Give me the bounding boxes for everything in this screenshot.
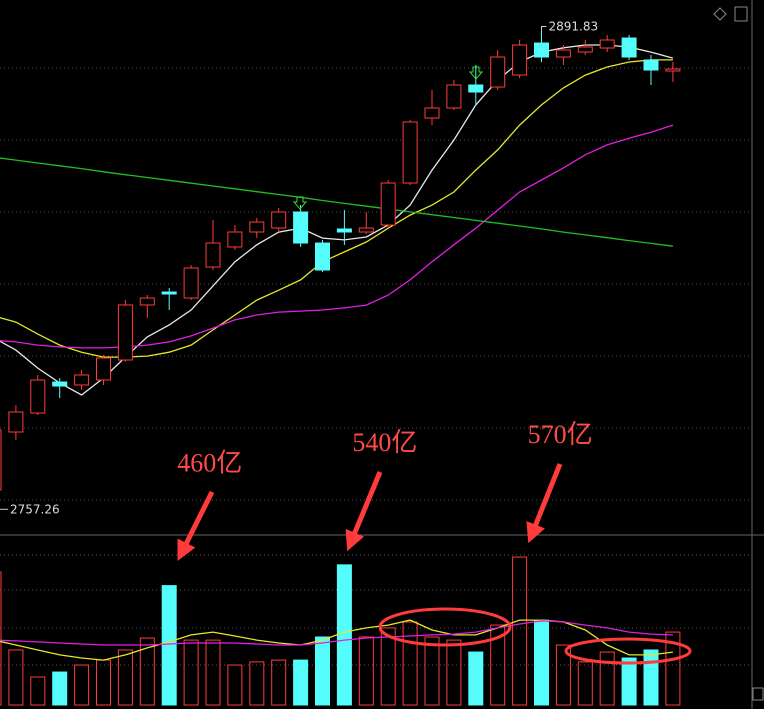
candle-body <box>577 46 593 53</box>
volume-bar <box>96 659 111 706</box>
volume-bar <box>139 637 155 706</box>
candle-body <box>0 429 2 491</box>
volume-bar <box>468 651 484 706</box>
plot: 2891.83 2757.26 460亿 540亿 570亿 <box>0 19 681 706</box>
candle-body <box>30 379 46 414</box>
volume-bar <box>534 619 549 706</box>
candle-body <box>446 84 462 109</box>
candle-body <box>315 242 330 271</box>
highlight-ellipse <box>378 607 512 647</box>
candle-body <box>271 211 287 229</box>
ma-line <box>0 157 673 247</box>
candle-body <box>205 242 221 268</box>
candle-body <box>183 267 199 299</box>
candle-body <box>402 121 418 184</box>
ma-line <box>0 44 674 396</box>
volume-bar <box>555 644 571 706</box>
low-label: 2757.26 <box>10 502 60 516</box>
volume-bar <box>205 639 221 706</box>
annotations <box>177 66 692 665</box>
volume-bar <box>599 651 615 706</box>
volume-bar <box>0 571 2 706</box>
volume-bar <box>665 631 681 706</box>
signal-arrow <box>468 66 484 80</box>
candle-body <box>139 297 155 306</box>
ma-line <box>0 124 674 349</box>
volume-bar <box>621 657 637 706</box>
volume-bar <box>643 649 659 706</box>
candle-body <box>599 39 615 49</box>
volume-bar <box>380 627 396 706</box>
candle-body <box>249 221 265 233</box>
volume-bar <box>424 636 440 706</box>
volume-bar <box>52 671 68 706</box>
volume-bar <box>227 664 243 706</box>
candle-body <box>621 37 637 58</box>
highlight-ellipse <box>564 637 692 665</box>
candle-body <box>74 374 90 386</box>
candle-body <box>468 84 484 93</box>
volume-bar <box>577 661 593 706</box>
arrow <box>526 463 563 544</box>
ma-line <box>0 619 673 661</box>
volume-bar <box>293 659 309 706</box>
candle-body <box>161 291 177 295</box>
square-icon[interactable] <box>734 6 748 22</box>
volume-bar <box>446 639 462 706</box>
grid <box>0 67 752 666</box>
ma-line <box>0 59 673 358</box>
volume-bar <box>358 636 374 706</box>
volume-label: 540亿 <box>352 428 417 457</box>
volume-bar <box>74 664 90 706</box>
volume-bar <box>402 621 418 706</box>
volume-bar <box>315 636 330 706</box>
volume-bar <box>490 624 506 706</box>
arrow <box>177 490 215 561</box>
volume-bar <box>512 556 528 706</box>
high-marker <box>541 25 547 33</box>
candle-body <box>52 381 68 387</box>
volume-bar <box>161 585 177 706</box>
candle-body <box>665 68 681 72</box>
volume-bar <box>271 659 287 706</box>
candle-body <box>380 182 396 226</box>
candle-body <box>227 231 243 248</box>
volume-label: 460亿 <box>177 449 242 478</box>
volume-label: 570亿 <box>528 420 593 449</box>
volume-bar <box>183 639 199 706</box>
candle-body <box>490 56 506 88</box>
candle-body <box>293 211 309 244</box>
ma-line <box>0 620 673 646</box>
high-label: 2891.83 <box>549 19 599 33</box>
signal-arrow <box>292 196 308 210</box>
candle-body <box>424 107 440 119</box>
candle-body <box>336 228 352 233</box>
volume-bar <box>8 649 24 706</box>
candle-body <box>555 49 571 58</box>
candle-body <box>512 44 528 76</box>
volume-bar <box>30 676 46 706</box>
candle-body <box>358 227 374 233</box>
candle-body <box>534 42 549 58</box>
volume-bar <box>336 564 352 706</box>
arrow <box>345 471 383 552</box>
candle-body <box>8 411 24 433</box>
volume-bar <box>249 661 265 706</box>
corner-icon[interactable] <box>752 687 764 701</box>
diamond-icon[interactable] <box>713 7 727 21</box>
candle-body <box>96 357 111 381</box>
candle-body <box>643 59 659 71</box>
volume-bar <box>117 649 133 706</box>
candle-body <box>117 304 133 361</box>
